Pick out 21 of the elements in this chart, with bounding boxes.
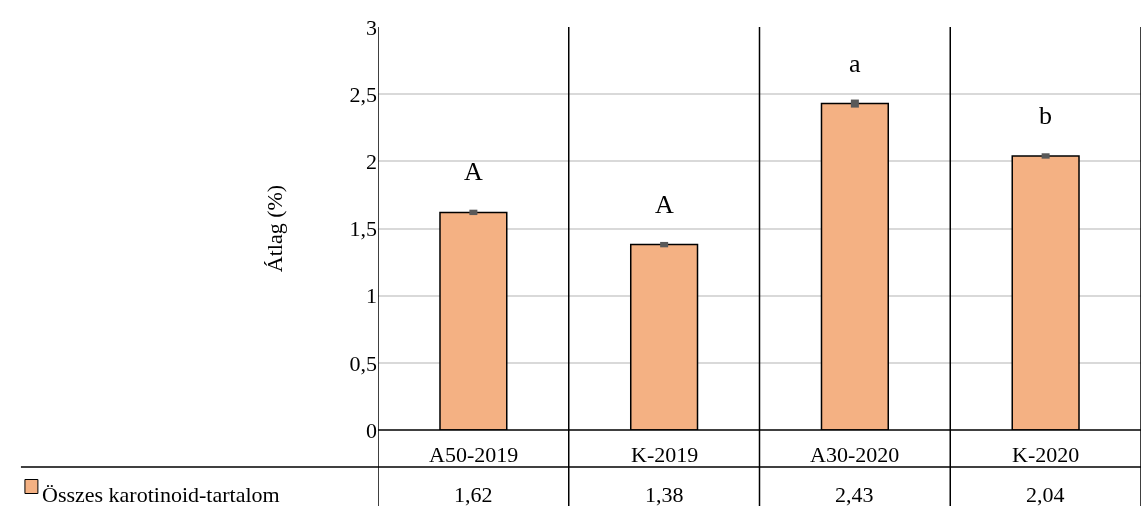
annotation: A: [655, 190, 674, 219]
x-tick-label: A50-2019: [429, 442, 519, 467]
x-tick-label: K-2020: [1012, 442, 1080, 467]
y-axis-title: Átlag (%): [262, 184, 288, 273]
annotation: a: [849, 49, 861, 78]
y-tick-label: 2: [366, 149, 377, 175]
y-tick-label: 2,5: [349, 81, 377, 107]
data-label: 2,43: [835, 482, 874, 506]
data-label: 2,04: [1026, 482, 1065, 506]
y-tick-label: 1: [366, 283, 377, 309]
annotation: A: [464, 157, 483, 186]
annotation: b: [1039, 101, 1052, 130]
x-tick-label: K-2019: [631, 442, 699, 467]
legend-label: Összes karotinoid-tartalom: [42, 482, 280, 506]
data-label: 1,62: [454, 482, 493, 506]
y-tick-label: 0: [366, 417, 377, 443]
y-tick-label: 1,5: [349, 216, 377, 242]
data-label: 1,38: [645, 482, 684, 506]
y-tick-label: 0,5: [349, 350, 377, 376]
y-tick-label: 3: [366, 14, 377, 40]
x-tick-label: A30-2020: [810, 442, 900, 467]
